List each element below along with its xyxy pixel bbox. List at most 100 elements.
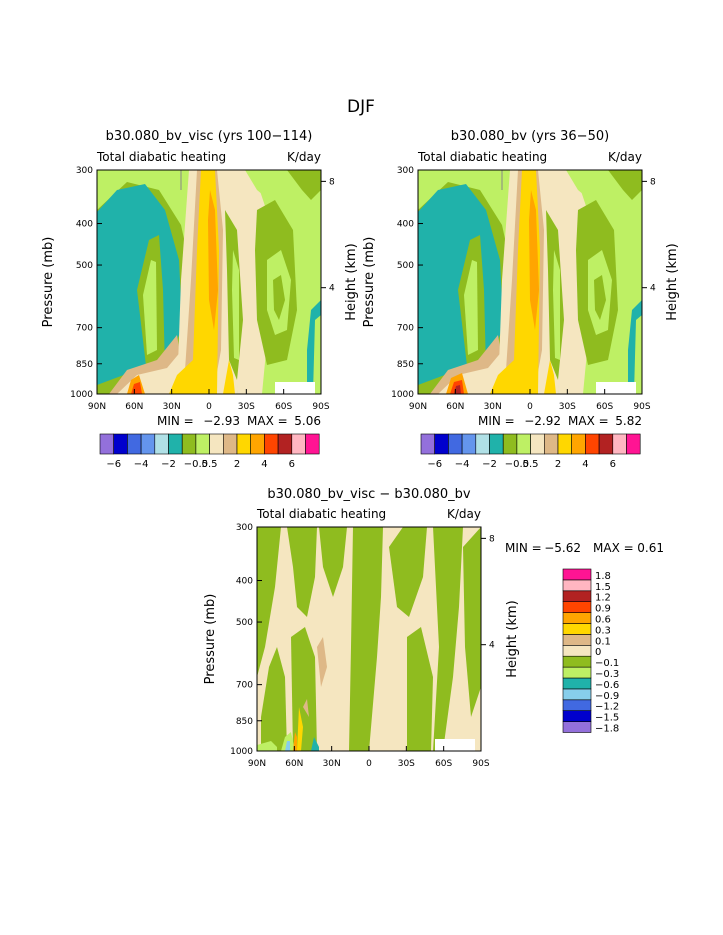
panel-2-colorbar-box bbox=[557, 433, 572, 455]
panel-3-colorbar-box bbox=[562, 568, 592, 581]
panel-1-colorbar-box bbox=[236, 433, 251, 455]
panel-3-y-tick-label: 500 bbox=[236, 618, 253, 628]
panel-1-colorbar-box bbox=[209, 433, 224, 455]
panel-3-colorbar-label: 0.6 bbox=[595, 615, 611, 626]
panel-1-colorbar-box bbox=[277, 433, 293, 455]
panel-2-x-tick-label: 30N bbox=[484, 402, 502, 412]
panel-3-x-tick-label: 90N bbox=[248, 759, 266, 769]
panel-1-ylabel-right: Height (km) bbox=[344, 243, 359, 320]
panel-1-x-tick-label: 60N bbox=[125, 402, 143, 412]
panel-2-y-tick-label: 300 bbox=[397, 166, 414, 176]
panel-1-x-tick-label: 30N bbox=[163, 402, 181, 412]
panel-3-colorbar-box bbox=[562, 634, 592, 646]
panel-3-x-tick-label: 0 bbox=[366, 759, 372, 769]
panel-1: b30.080_bv_visc (yrs 100−114) Total diab… bbox=[41, 129, 359, 470]
panel-3-colorbar-label: 0.1 bbox=[595, 636, 611, 647]
panel-3-ylabel-right: Height (km) bbox=[505, 600, 520, 677]
panel-2-colorbar-box bbox=[626, 433, 641, 455]
panel-2-x-tick-label: 60N bbox=[446, 402, 464, 412]
panel-3-colorbar-label: 1.8 bbox=[595, 571, 611, 582]
panel-2-height-tick-label: 8 bbox=[650, 177, 656, 187]
panel-2-colorbar-box bbox=[612, 433, 627, 455]
panel-1-min-value: −2.93 bbox=[203, 414, 240, 428]
panel-3-x-tick-label: 60N bbox=[285, 759, 303, 769]
panel-2-min-label: MIN = bbox=[478, 414, 515, 428]
panel-2-y-tick-label: 400 bbox=[397, 220, 414, 230]
panel-2-y-tick-label: 850 bbox=[397, 360, 414, 370]
panel-3-subtitle: Total diabatic heating bbox=[256, 507, 386, 521]
panel-3-title: b30.080_bv_visc − b30.080_bv bbox=[267, 487, 471, 502]
panel-2-colorbar-box bbox=[571, 433, 586, 455]
panel-1-colorbar-box bbox=[168, 433, 183, 455]
panel-3-height-axis: 84 bbox=[481, 534, 495, 651]
panel-2-height-axis: 84 bbox=[642, 177, 656, 294]
panel-2-ylabel: Pressure (mb) bbox=[362, 237, 377, 328]
panel-1-max-value: 5.06 bbox=[294, 414, 321, 428]
panel-2-max-value: 5.82 bbox=[615, 414, 642, 428]
panel-3-colorbar-label: 0.3 bbox=[595, 625, 611, 636]
panel-3-ylabel: Pressure (mb) bbox=[203, 594, 218, 685]
panel-3-colorbar-box bbox=[562, 612, 592, 624]
panel-2-colorbar-box bbox=[544, 433, 559, 455]
panel-2-colorbar-box bbox=[530, 433, 545, 455]
panel-3-colorbar-box bbox=[562, 688, 592, 701]
panel-1-y-tick-label: 700 bbox=[76, 324, 93, 334]
panel-3-y-tick-label: 1000 bbox=[230, 747, 253, 757]
panel-2-colorbar-label: −0.5 bbox=[505, 459, 529, 470]
panel-3-colorbar-box bbox=[562, 590, 592, 602]
panel-2-colorbar-label: 0.5 bbox=[523, 459, 539, 470]
panel-3-colorbar-box bbox=[562, 601, 592, 613]
panel-2-colorbar-label: −4 bbox=[455, 459, 470, 470]
panel-3-y-tick-label: 300 bbox=[236, 523, 253, 533]
panel-2-y-axis: 300 400 500 700 850 1000 bbox=[391, 166, 423, 400]
panel-3-y-tick-label: 700 bbox=[236, 681, 253, 691]
panel-1-colorbar-box bbox=[99, 433, 114, 455]
panel-3-colorbar-box bbox=[562, 721, 592, 733]
panel-1-height-tick-label: 8 bbox=[329, 177, 335, 187]
panel-2-colorbar-label: 4 bbox=[582, 459, 588, 470]
panel-1-x-tick-label: 30S bbox=[238, 402, 255, 412]
panel-2-colorbar-label: 2 bbox=[555, 459, 561, 470]
panel-3-max-value: 0.61 bbox=[637, 541, 664, 555]
panel-3-colorbar: 1.81.51.20.90.60.30.10−0.1−0.3−0.6−0.9−1… bbox=[562, 568, 619, 735]
panel-1-colorbar-box bbox=[127, 433, 142, 455]
panel-2-colorbar-box bbox=[585, 433, 600, 455]
panel-3-colorbar-label: −1.2 bbox=[595, 702, 619, 713]
panel-1-colorbar-box bbox=[181, 433, 197, 455]
panel-1-colorbar-box bbox=[250, 433, 265, 455]
panel-3-y-axis: 300 400 500 700 850 1000 bbox=[230, 523, 262, 757]
panel-1-units: K/day bbox=[287, 150, 321, 164]
panel-2-plot-area bbox=[417, 169, 643, 395]
panel-1-y-axis: 300 400 500 700 850 1000 bbox=[70, 166, 102, 400]
panel-1-colorbar-label: 2 bbox=[234, 459, 240, 470]
panel-3-x-axis: 90N 60N 30N 0 30S 60S 90S bbox=[248, 746, 490, 769]
panel-2-ylabel-right: Height (km) bbox=[665, 243, 680, 320]
panel-2-colorbar-label: −2 bbox=[482, 459, 497, 470]
panel-3-colorbar-label: −0.9 bbox=[595, 691, 619, 702]
panel-1-colorbar-label: 6 bbox=[289, 459, 295, 470]
panel-3-colorbar-box bbox=[562, 645, 592, 657]
page-title: DJF bbox=[347, 97, 375, 117]
panel-3-max-label: MAX = bbox=[593, 541, 634, 555]
panel-2-height-tick-label: 4 bbox=[650, 284, 656, 294]
panel-3-colorbar-label: −0.1 bbox=[595, 658, 619, 669]
panel-1-plot-area bbox=[96, 169, 322, 395]
panel-3-colorbar-box bbox=[562, 623, 592, 635]
panel-3-min-label: MIN = bbox=[505, 541, 542, 555]
panel-3-colorbar-label: −0.6 bbox=[595, 680, 619, 691]
panel-1-height-tick-label: 4 bbox=[329, 284, 335, 294]
panel-1-y-tick-label: 400 bbox=[76, 220, 93, 230]
panel-1-colorbar-label: −4 bbox=[134, 459, 149, 470]
panel-2-colorbar-box bbox=[516, 433, 531, 455]
panel-3-colorbar-box bbox=[562, 677, 592, 690]
panel-3-colorbar-box bbox=[562, 699, 592, 712]
panel-2-colorbar-box bbox=[475, 433, 490, 455]
panel-1-min-label: MIN = bbox=[157, 414, 194, 428]
panel-1-colorbar-box bbox=[264, 433, 279, 455]
panel-2-y-tick-label: 700 bbox=[397, 324, 414, 334]
panel-2-y-tick-label: 1000 bbox=[391, 390, 414, 400]
panel-2-subtitle: Total diabatic heating bbox=[417, 150, 547, 164]
panel-2-colorbar-box bbox=[434, 433, 449, 455]
panel-1-y-tick-label: 850 bbox=[76, 360, 93, 370]
